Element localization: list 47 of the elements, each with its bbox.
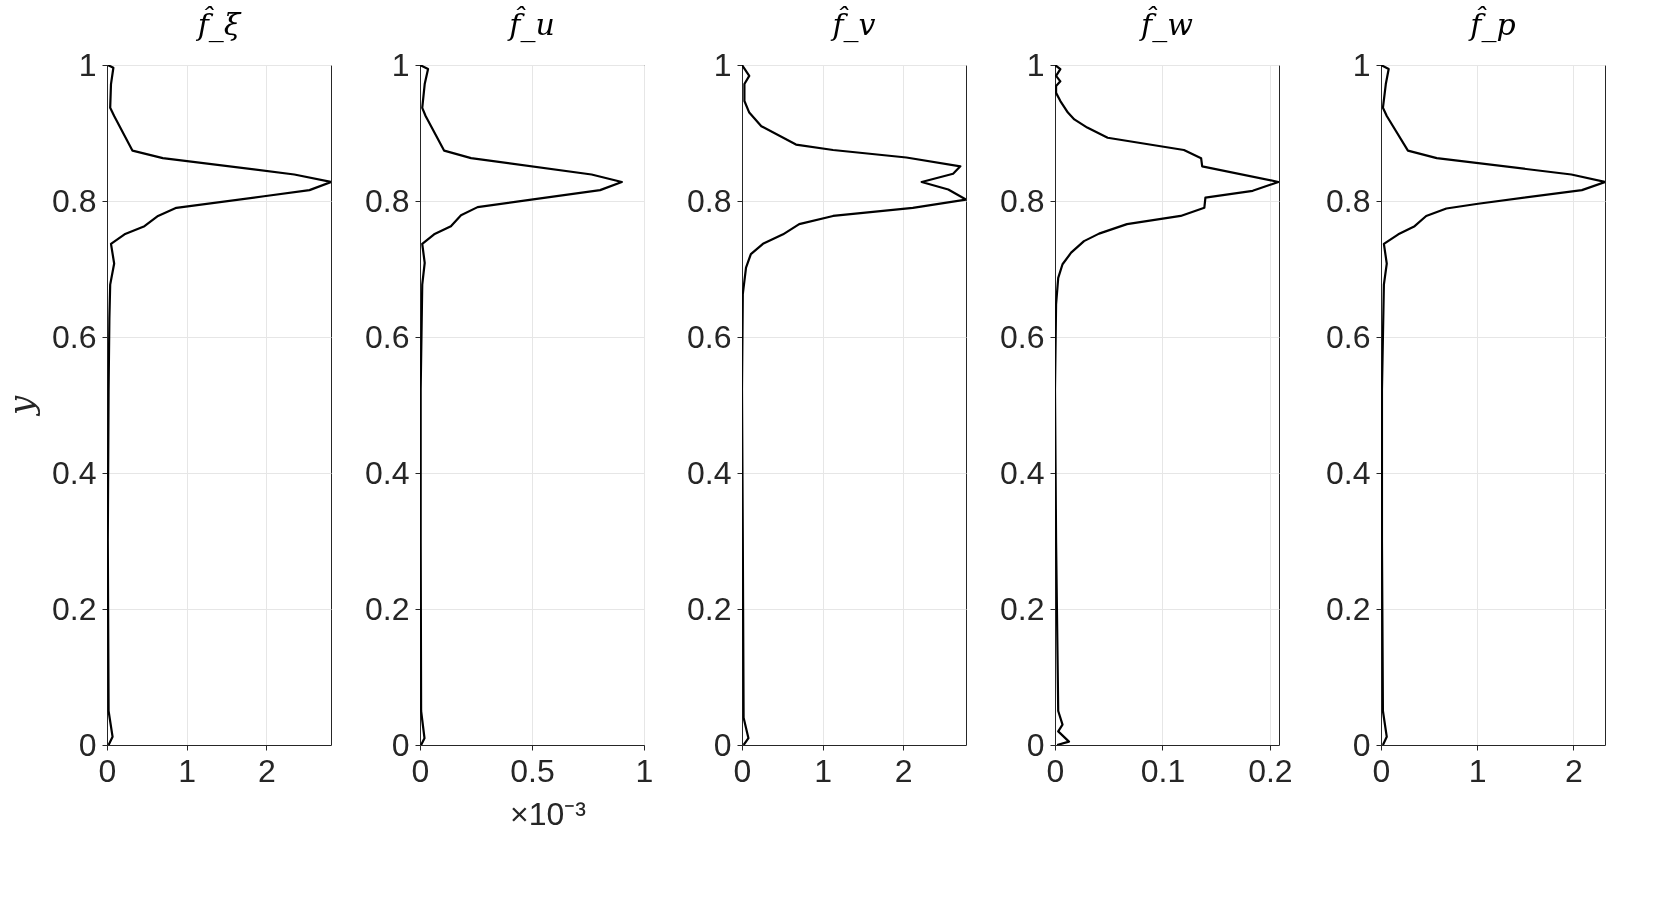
y-tick-label: 1: [391, 46, 410, 83]
x-tick-label: 2: [894, 752, 913, 789]
y-tick-label: 1: [78, 46, 97, 83]
chart-title: f̂_p: [1468, 6, 1516, 43]
x-tick-label: 1: [635, 752, 654, 789]
y-tick-label: 0.6: [1000, 318, 1045, 355]
x-tick-label: 1: [814, 752, 832, 789]
y-tick-label: 0.6: [1326, 318, 1371, 355]
x-tick-label: 2: [258, 752, 276, 789]
y-tick-label: 0.4: [52, 454, 97, 491]
y-tick-label: 1: [713, 46, 732, 83]
y-tick-label: 0.2: [1326, 590, 1371, 627]
y-tick-label: 1: [1026, 46, 1045, 83]
y-tick-label: 0.6: [365, 318, 410, 355]
x-tick-label: 0.5: [510, 752, 555, 789]
x-tick-label: 0.2: [1248, 752, 1293, 789]
y-tick-label: 0: [78, 726, 97, 763]
y-tick-label: 0.2: [52, 590, 97, 627]
y-tick-label: 0.8: [365, 182, 410, 219]
x-tick-label: 1: [1468, 752, 1487, 789]
x-tick-label: 0.1: [1140, 752, 1186, 789]
y-tick-label: 0.8: [52, 182, 97, 219]
x-tick-label: 2: [1564, 752, 1583, 789]
y-tick-label: 0.2: [365, 590, 410, 627]
chart-title: f̂_w: [1139, 6, 1194, 43]
y-tick-label: 0.6: [52, 318, 97, 355]
y-tick-label: 0.8: [1326, 182, 1371, 219]
y-tick-label: 0.4: [687, 454, 732, 491]
y-tick-label: 0.8: [687, 182, 732, 219]
chart-title: f̂_v: [830, 6, 876, 43]
y-tick-label: 0.4: [1000, 454, 1045, 491]
chart-title: f̂_ξ: [195, 6, 242, 43]
y-tick-label: 0.4: [365, 454, 410, 491]
y-tick-label: 0: [1026, 726, 1045, 763]
y-tick-label: 0: [713, 726, 732, 763]
chart-title: f̂_u: [507, 6, 555, 43]
text: ×10⁻³: [510, 796, 587, 832]
y-tick-label: 0.2: [687, 590, 732, 627]
y-tick-label: 0.8: [1000, 182, 1045, 219]
y-tick-label: 1: [1352, 46, 1371, 83]
y-tick-label: 0.2: [1000, 590, 1045, 627]
y-tick-label: 0.6: [687, 318, 732, 355]
y-tick-label: 0: [391, 726, 410, 763]
y-axis-title: y: [1, 395, 42, 418]
y-tick-label: 0: [1352, 726, 1371, 763]
y-tick-label: 0.4: [1326, 454, 1371, 491]
x-tick-label: 1: [178, 752, 197, 789]
